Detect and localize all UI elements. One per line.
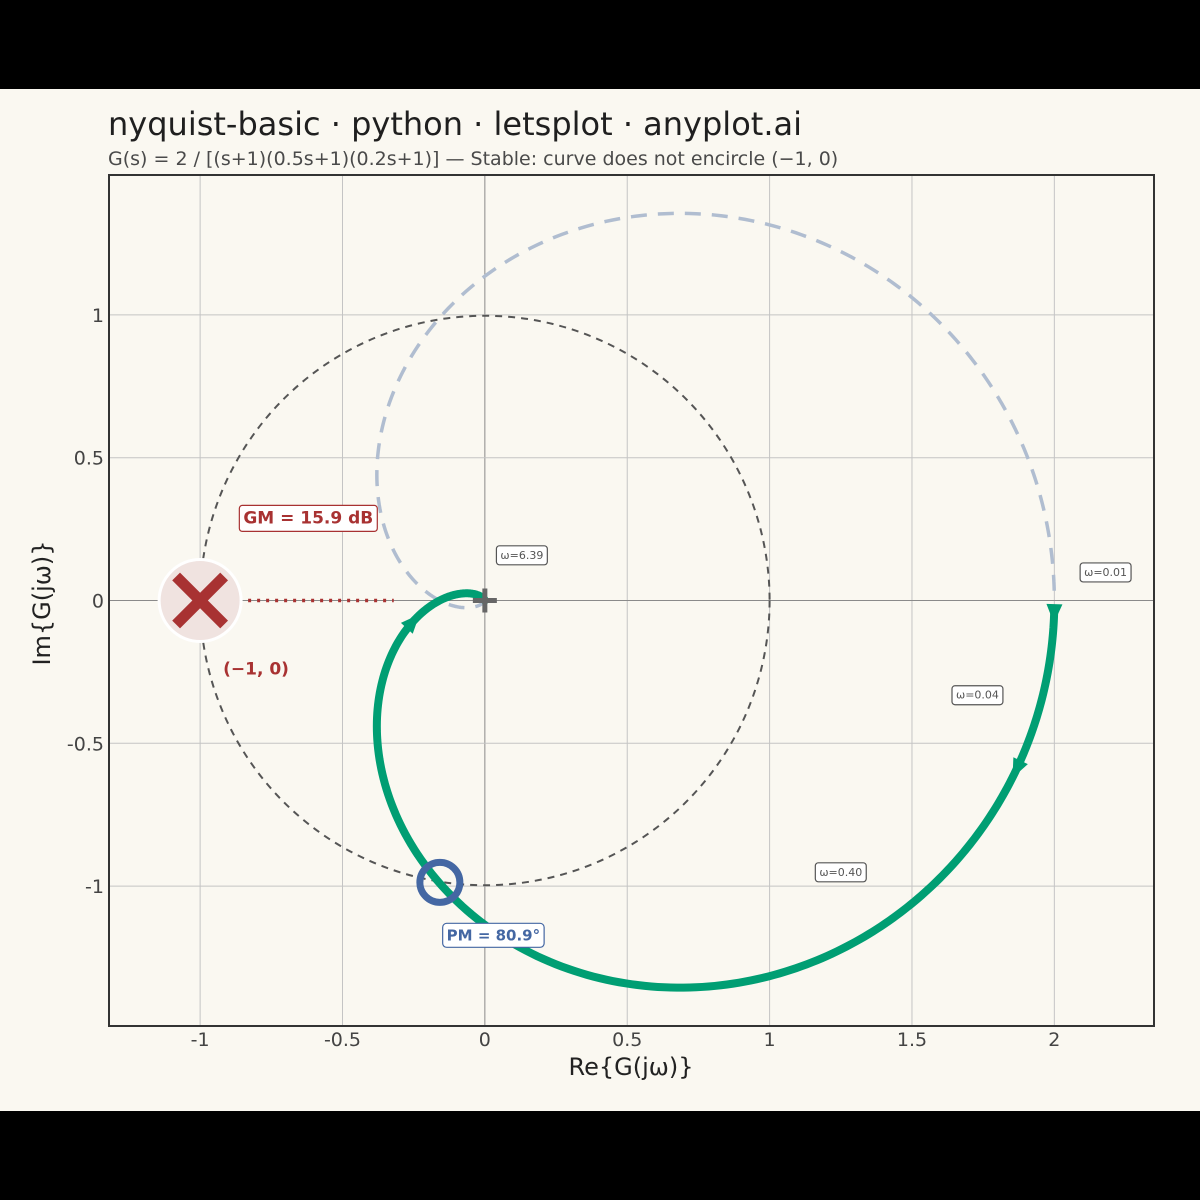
- phase-margin-label: PM = 80.9°: [447, 926, 540, 944]
- x-axis-label: Re{G(jω)}: [569, 1053, 694, 1081]
- critical-point-marker: [172, 572, 229, 629]
- omega-label-box: [814, 862, 867, 883]
- direction-arrow: [1012, 757, 1028, 778]
- letterbox-top: [0, 0, 1200, 89]
- x-tick-label: 1.5: [897, 1029, 927, 1051]
- x-tick-label: 1: [764, 1029, 776, 1051]
- plot-data: (−1, 0) GM = 15.9 dB PM = 80.9° ω=0.01 ω=0.0…: [157, 211, 1132, 992]
- phase-margin-label-box: [442, 922, 545, 948]
- omega-label-box: [495, 545, 548, 566]
- y-tick-label: -0.5: [67, 733, 104, 755]
- grid: [109, 175, 1154, 1026]
- y-axis-label: Im{G(jω)}: [28, 540, 56, 665]
- omega-label-group: ω=0.01: [1079, 562, 1132, 583]
- x-tick-label: 2: [1048, 1029, 1060, 1051]
- tick-labels: -1 -0.5 0 0.5 1 1.5 2 1 0.5 0 -0.5 -1: [67, 305, 1060, 1051]
- omega-label-box: [951, 685, 1004, 706]
- y-tick-label: -1: [85, 876, 104, 898]
- gain-margin-label: GM = 15.9 dB: [243, 508, 373, 528]
- omega-label-group: ω=0.40: [814, 862, 867, 883]
- omega-label: ω=6.39: [500, 549, 543, 562]
- direction-arrow: [400, 614, 420, 634]
- y-tick-label: 0: [92, 591, 104, 613]
- y-tick-label: 1: [92, 305, 104, 327]
- x-tick-label: 0.5: [612, 1029, 642, 1051]
- phase-margin-label-group: PM = 80.9°: [442, 922, 545, 948]
- letterbox-bottom: [0, 1111, 1200, 1200]
- x-tick-label: 0: [479, 1029, 491, 1051]
- nyquist-curve: [372, 589, 1059, 992]
- direction-arrow: [1046, 603, 1063, 624]
- phase-margin-marker: [416, 858, 464, 906]
- chart-title: nyquist-basic · python · letsplot · anyp…: [108, 105, 802, 143]
- y-tick-label: 0.5: [74, 448, 104, 470]
- unit-circle: [199, 314, 771, 887]
- omega-label-group: ω=6.39: [495, 545, 548, 566]
- omega-label: ω=0.01: [1084, 566, 1127, 579]
- chart-subtitle: G(s) = 2 / [(s+1)(0.5s+1)(0.2s+1)] — Sta…: [108, 148, 838, 170]
- x-tick-label: -0.5: [324, 1029, 361, 1051]
- omega-label-group: ω=0.04: [951, 685, 1004, 706]
- plot-frame: [108, 174, 1155, 1027]
- critical-point-label: (−1, 0): [223, 660, 289, 680]
- mirror-curve: [375, 211, 1056, 610]
- omega-label: ω=0.04: [956, 689, 999, 702]
- x-tick-label: -1: [191, 1029, 210, 1051]
- omega-label-box: [1079, 562, 1132, 583]
- omega-label: ω=0.40: [819, 866, 862, 879]
- gain-margin-label-group: GM = 15.9 dB: [238, 504, 378, 532]
- gain-margin-label-box: [238, 504, 378, 532]
